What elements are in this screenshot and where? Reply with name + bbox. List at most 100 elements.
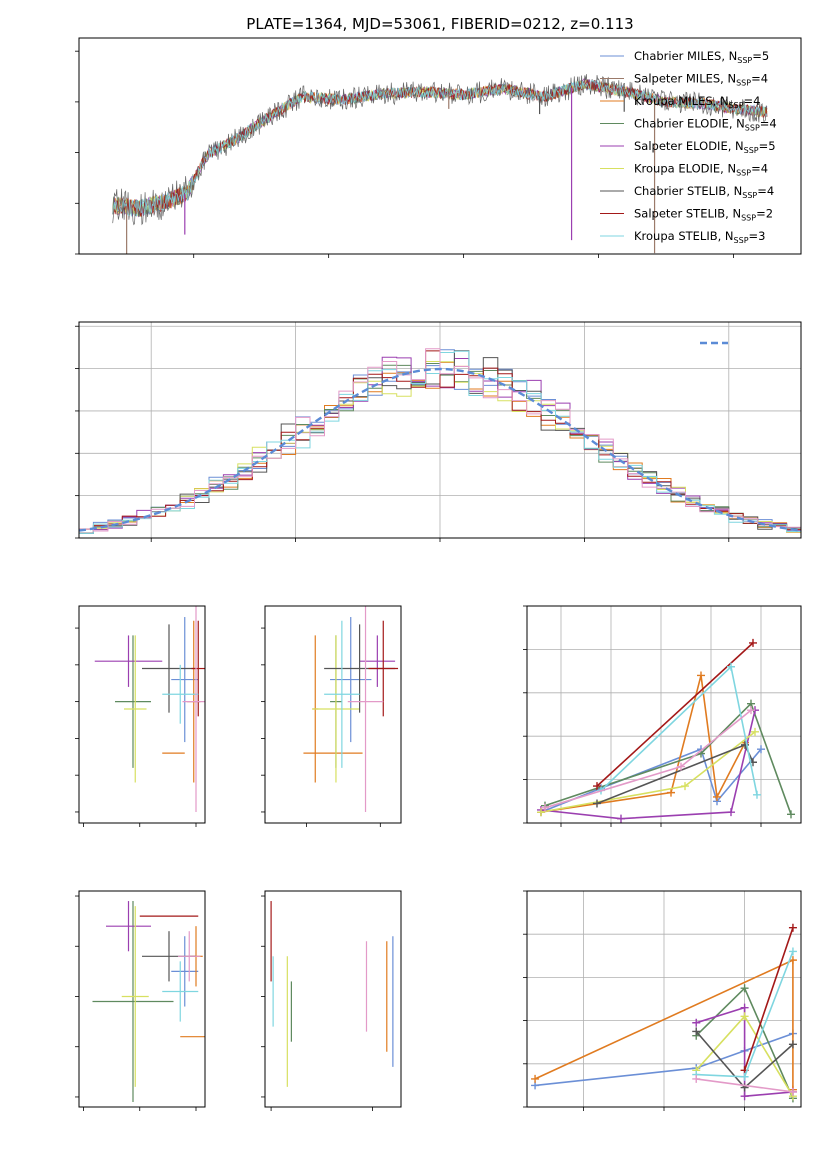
legend-label: Chabrier MILES, NSSP=5 <box>634 49 769 65</box>
plot-frame <box>78 321 802 539</box>
weight-series-line <box>695 1006 793 1098</box>
legend-label-sub: SSP <box>729 101 744 110</box>
weight-series-line <box>696 1078 794 1093</box>
figure-title: PLATE=1364, MJD=53061, FIBERID=0212, z=0… <box>246 15 633 33</box>
weight-marker <box>788 1087 797 1096</box>
legend-label: Chabrier ELODIE, NSSP=4 <box>634 117 777 133</box>
plot-area <box>531 923 797 1103</box>
plot-area <box>537 638 795 823</box>
weight-marker <box>541 803 549 812</box>
plot-area <box>270 901 394 1087</box>
weight-marker <box>697 671 705 680</box>
weight-marker <box>788 923 797 932</box>
weight-marker <box>788 947 797 956</box>
plot-frame <box>264 890 402 1108</box>
weight-series-line <box>596 642 754 787</box>
weight-marker <box>757 745 765 754</box>
legend-label: Chabrier STELIB, NSSP=4 <box>634 184 774 200</box>
weight-marker <box>747 706 755 715</box>
legend-label-main: Kroupa ELODIE, N <box>634 162 736 176</box>
weight-marker <box>787 810 795 819</box>
legend-label-sub: SSP <box>737 56 752 65</box>
legend-label-tail: =5 <box>759 139 776 153</box>
weight-marker <box>727 662 735 671</box>
legend-label-tail: =4 <box>757 184 774 198</box>
weight-marker <box>713 792 721 801</box>
weight-marker <box>593 782 601 791</box>
legend-label-sub: SSP <box>736 79 751 88</box>
mass-vs-metallicity-panel <box>75 890 206 1111</box>
legend-label-main: Chabrier STELIB, N <box>634 184 742 198</box>
legend-label: Kroupa MILES, NSSP=4 <box>634 94 760 110</box>
weight-marker <box>727 808 735 817</box>
plot-area <box>79 348 801 534</box>
legend-label-tail: =3 <box>749 229 766 243</box>
legend-label-sub: SSP <box>741 214 756 223</box>
weight-vs-age-panel <box>523 605 802 827</box>
legend-label-main: Salpeter MILES, N <box>634 72 736 86</box>
age-vs-metallicity-panel <box>75 605 206 827</box>
histogram-step-line <box>79 348 801 532</box>
legend-label-main: Salpeter ELODIE, N <box>634 139 744 153</box>
weight-series-line <box>743 927 794 1071</box>
legend-label-tail: =4 <box>744 94 761 108</box>
weight-marker <box>753 790 761 799</box>
weight-marker <box>740 1003 749 1012</box>
weight-marker <box>667 788 675 797</box>
weight-vs-metallicity-panel <box>523 890 802 1111</box>
legend-label-sub: SSP <box>736 169 751 178</box>
weight-marker <box>788 1040 797 1049</box>
legend-label-tail: =4 <box>760 117 777 131</box>
weight-marker <box>740 1092 749 1101</box>
legend-label-sub: SSP <box>745 124 760 133</box>
legend-label-sub: SSP <box>734 236 749 245</box>
legend-label-main: Chabrier MILES, N <box>634 49 737 63</box>
plot-area <box>112 74 768 254</box>
legend-label-sub: SSP <box>744 146 759 155</box>
weight-marker <box>531 1074 540 1083</box>
weight-series-line <box>600 665 758 795</box>
plot-area <box>94 606 205 812</box>
legend-label: Kroupa STELIB, NSSP=3 <box>634 229 765 245</box>
plot-frame <box>526 890 802 1108</box>
legend-label: Salpeter STELIB, NSSP=2 <box>634 207 773 223</box>
weight-marker <box>692 1018 701 1027</box>
legend-label: Kroupa ELODIE, NSSP=4 <box>634 162 768 178</box>
weight-marker <box>677 762 685 771</box>
weight-marker <box>740 1012 749 1021</box>
weight-marker <box>740 1072 749 1081</box>
plot-frame <box>264 605 402 824</box>
legend-label-tail: =4 <box>751 72 768 86</box>
mass-vs-ebv-panel <box>261 890 402 1111</box>
weight-marker <box>593 799 601 808</box>
weight-marker <box>681 782 689 791</box>
plot-frame <box>78 37 802 255</box>
legend-label-main: Chabrier ELODIE, N <box>634 117 745 131</box>
legend-label-sub: SSP <box>742 191 757 200</box>
residuals-panel <box>75 321 802 542</box>
weight-marker <box>740 984 749 993</box>
plot-frame <box>78 605 206 824</box>
legend-label-main: Kroupa STELIB, N <box>634 229 734 243</box>
legend-label-main: Salpeter STELIB, N <box>634 207 741 221</box>
legend-label-main: Kroupa MILES, N <box>634 94 729 108</box>
plot-frame <box>78 890 206 1108</box>
legend-label: Salpeter ELODIE, NSSP=5 <box>634 139 776 155</box>
weight-marker <box>617 814 625 823</box>
weight-marker <box>537 808 545 817</box>
weight-series-line <box>540 710 756 820</box>
spectrum-series-line <box>112 79 768 217</box>
legend-label: Salpeter MILES, NSSP=4 <box>634 72 768 88</box>
weight-marker <box>692 1074 701 1083</box>
weight-series-line <box>544 702 792 815</box>
plot-area <box>303 606 399 812</box>
legend-label-tail: =5 <box>752 49 769 63</box>
plot-frame <box>526 605 802 824</box>
weight-series-line <box>540 748 762 813</box>
weight-marker <box>751 727 759 736</box>
legend-label-tail: =4 <box>751 162 768 176</box>
weight-marker <box>692 1027 701 1036</box>
gaussian-curve <box>79 367 801 532</box>
